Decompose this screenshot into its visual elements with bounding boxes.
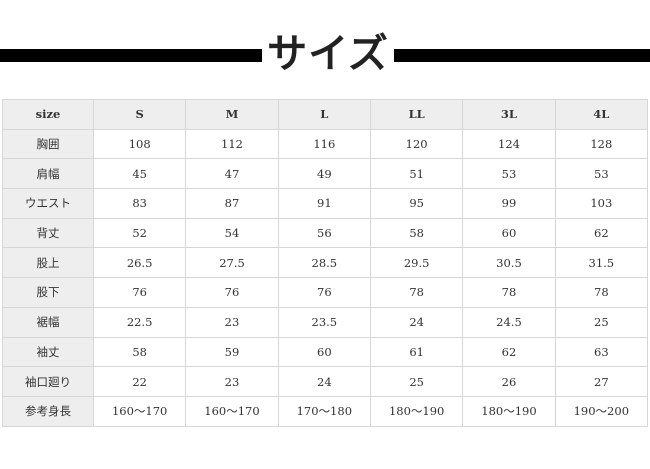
table-cell: 45: [92, 158, 187, 190]
table-cell: 58: [92, 336, 187, 368]
table-cell: 190～200: [554, 395, 649, 427]
table-cell: 62: [554, 217, 649, 249]
table-row: 袖丈 58 59 60 61 62 63: [2, 336, 649, 368]
table-cell: 116: [277, 128, 371, 160]
size-table: size S M L LL 3L 4L 胸囲 108 112 116 120 124 128 肩幅 45 47…: [2, 99, 649, 427]
table-cell: 103: [554, 188, 649, 219]
row-header: 股上: [2, 247, 94, 279]
table-row: 股下 76 76 76 78 78 78: [2, 277, 649, 308]
title-rule-left: [0, 49, 262, 62]
table-cell: 29.5: [369, 247, 464, 279]
table-cell: 83: [92, 188, 187, 219]
table-cell: 76: [185, 277, 279, 308]
table-cell: 160～170: [92, 395, 187, 427]
table-cell: 24: [369, 306, 464, 338]
table-cell: 23: [185, 366, 279, 397]
row-header: 胸囲: [2, 128, 94, 160]
table-cell: 78: [554, 277, 649, 308]
row-header: 袖丈: [2, 336, 94, 368]
column-header: L: [277, 99, 371, 130]
table-cell: 53: [462, 158, 556, 190]
table-cell: 30.5: [462, 247, 556, 279]
table-cell: 95: [369, 188, 464, 219]
table-cell: 25: [369, 366, 464, 397]
table-cell: 124: [462, 128, 556, 160]
table-cell: 91: [277, 188, 371, 219]
table-cell: 78: [462, 277, 556, 308]
title-rule-right: [394, 49, 650, 62]
table-cell: 63: [554, 336, 649, 368]
table-row: 肩幅 45 47 49 51 53 53: [2, 158, 649, 190]
table-row: 参考身長 160～170 160～170 170～180 180～190 180～190 1…: [2, 395, 649, 427]
row-header: 裾幅: [2, 306, 94, 338]
table-cell: 76: [277, 277, 371, 308]
table-cell: 27.5: [185, 247, 279, 279]
row-header: 肩幅: [2, 158, 94, 190]
column-header: LL: [369, 99, 464, 130]
table-cell: 62: [462, 336, 556, 368]
table-cell: 23: [185, 306, 279, 338]
column-header: size: [2, 99, 94, 130]
column-header: 4L: [554, 99, 649, 130]
table-cell: 52: [92, 217, 187, 249]
table-cell: 24: [277, 366, 371, 397]
table-cell: 60: [277, 336, 371, 368]
table-cell: 112: [185, 128, 279, 160]
column-header: M: [185, 99, 279, 130]
table-cell: 160～170: [185, 395, 279, 427]
table-cell: 78: [369, 277, 464, 308]
table-row: 股上 26.5 27.5 28.5 29.5 30.5 31.5: [2, 247, 649, 279]
table-cell: 23.5: [277, 306, 371, 338]
row-header: 参考身長: [2, 395, 94, 427]
table-cell: 56: [277, 217, 371, 249]
row-header: 股下: [2, 277, 94, 308]
table-cell: 51: [369, 158, 464, 190]
table-row: 背丈 52 54 56 58 60 62: [2, 217, 649, 249]
row-header: ウエスト: [2, 188, 94, 219]
table-header-row: size S M L LL 3L 4L: [2, 99, 649, 130]
table-cell: 99: [462, 188, 556, 219]
column-header: S: [92, 99, 187, 130]
table-cell: 49: [277, 158, 371, 190]
row-header: 袖口廻り: [2, 366, 94, 397]
table-cell: 128: [554, 128, 649, 160]
table-row: 袖口廻り 22 23 24 25 26 27: [2, 366, 649, 397]
table-cell: 31.5: [554, 247, 649, 279]
table-cell: 108: [92, 128, 187, 160]
table-cell: 58: [369, 217, 464, 249]
table-cell: 180～190: [369, 395, 464, 427]
table-cell: 120: [369, 128, 464, 160]
table-cell: 60: [462, 217, 556, 249]
row-header: 背丈: [2, 217, 94, 249]
table-row: ウエスト 83 87 91 95 99 103: [2, 188, 649, 219]
table-cell: 27: [554, 366, 649, 397]
table-cell: 26.5: [92, 247, 187, 279]
table-cell: 47: [185, 158, 279, 190]
table-cell: 170～180: [277, 395, 371, 427]
column-header: 3L: [462, 99, 556, 130]
table-cell: 25: [554, 306, 649, 338]
table-cell: 22.5: [92, 306, 187, 338]
table-cell: 180～190: [462, 395, 556, 427]
table-cell: 76: [92, 277, 187, 308]
table-cell: 59: [185, 336, 279, 368]
table-cell: 61: [369, 336, 464, 368]
table-cell: 53: [554, 158, 649, 190]
table-row: 裾幅 22.5 23 23.5 24 24.5 25: [2, 306, 649, 338]
table-cell: 87: [185, 188, 279, 219]
table-cell: 54: [185, 217, 279, 249]
table-row: 胸囲 108 112 116 120 124 128: [2, 128, 649, 160]
table-cell: 28.5: [277, 247, 371, 279]
table-cell: 26: [462, 366, 556, 397]
page-title: サイズ: [267, 31, 389, 77]
table-cell: 24.5: [462, 306, 556, 338]
table-cell: 22: [92, 366, 187, 397]
